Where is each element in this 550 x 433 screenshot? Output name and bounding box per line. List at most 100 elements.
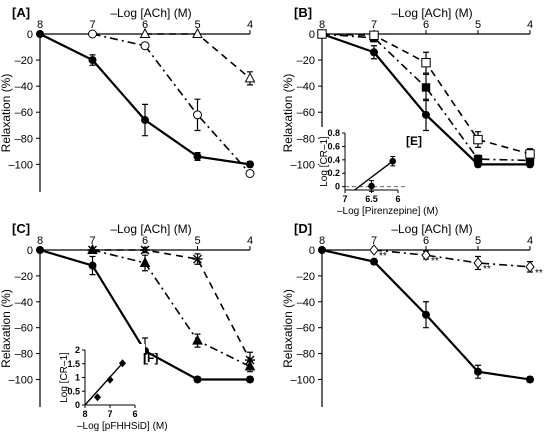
significance-mark: **: [483, 264, 491, 275]
inset-y-tick-label: 0.6: [327, 141, 340, 151]
y-tick-label: –80: [15, 133, 33, 145]
data-point: [422, 110, 430, 119]
y-tick-label: –60: [297, 323, 315, 335]
inset-y-axis-label: Log [CR–1]: [59, 352, 70, 403]
inset-y-tick-label: 0.2: [327, 168, 340, 178]
data-point: [192, 334, 203, 345]
data-point: [87, 245, 98, 255]
data-point: [473, 134, 483, 145]
data-point: [369, 30, 379, 41]
y-tick-label: –40: [15, 81, 33, 93]
series-2: [88, 29, 255, 178]
series-line: [321, 33, 531, 162]
data-point: [421, 83, 431, 92]
y-tick-label: –40: [297, 297, 315, 309]
significance-mark: **: [431, 256, 439, 267]
y-tick-label: 0: [309, 245, 315, 257]
x-tick-label: 6: [423, 235, 429, 247]
inset-fit-line: [84, 362, 124, 406]
panel-label: [B]: [294, 5, 312, 20]
data-point: [421, 249, 431, 261]
inset-data-point: [389, 157, 397, 165]
inset-y-tick-label: 0.4: [327, 155, 340, 165]
inset-x-axis-label: –Log [pFHHSiD] (M): [77, 421, 168, 432]
x-tick-label: 7: [371, 19, 377, 31]
data-point: [193, 152, 202, 161]
inset-y-tick-label: 1.5: [67, 359, 80, 369]
y-tick-label: –20: [15, 271, 33, 283]
data-point: [526, 375, 534, 384]
y-tick-label: –100: [291, 374, 315, 386]
series-3: [139, 27, 256, 86]
x-tick-label: 7: [371, 235, 377, 247]
y-tick-label: –100: [9, 374, 33, 386]
x-tick-label: 7: [89, 235, 95, 247]
x-tick-label: 6: [142, 235, 148, 247]
inset-y-tick-label: 0: [75, 400, 80, 410]
data-point: [473, 154, 483, 164]
y-axis-label: Relaxation (%): [0, 289, 13, 368]
data-point: [370, 257, 378, 266]
data-point: [245, 168, 255, 178]
data-point: [192, 254, 203, 264]
x-tick-label: 4: [247, 235, 253, 247]
x-tick-label: 8: [37, 235, 43, 247]
y-tick-label: –20: [297, 55, 315, 67]
y-tick-label: –60: [15, 323, 33, 335]
inset-y-tick-label: 0.5: [67, 386, 80, 396]
x-tick-label: 6: [423, 19, 429, 31]
y-tick-label: –80: [297, 133, 315, 145]
data-point: [139, 256, 151, 267]
data-point: [140, 41, 150, 51]
y-tick-label: 0: [309, 29, 315, 41]
data-point: [370, 48, 378, 57]
data-point: [193, 110, 202, 120]
x-tick-label: 7: [89, 19, 95, 31]
x-axis-label: –Log [ACh] (M): [391, 6, 472, 20]
inset-y-tick-label: 1: [75, 373, 80, 383]
inset-x-tick-label: 7: [342, 194, 347, 204]
series-line: [145, 33, 251, 79]
data-point: [318, 246, 326, 254]
x-axis-label: –Log [ACh] (M): [110, 6, 191, 20]
inset-y-tick-label: 0: [335, 182, 340, 192]
y-axis-label: Relaxation (%): [281, 289, 295, 368]
inset-y-tick-label: 0.8: [327, 128, 340, 138]
data-point: [317, 29, 327, 39]
inset-label: [E]: [406, 134, 422, 148]
data-point: [245, 355, 255, 365]
y-tick-label: –60: [15, 107, 33, 119]
y-tick-label: –20: [297, 271, 315, 283]
inset-data-point: [368, 182, 375, 190]
x-tick-label: 5: [475, 235, 481, 247]
y-tick-label: –60: [297, 107, 315, 119]
panel-label: [A]: [12, 5, 30, 20]
y-tick-label: –40: [15, 297, 33, 309]
x-tick-label: 8: [319, 235, 325, 247]
data-point: [88, 261, 97, 270]
x-tick-label: 6: [142, 19, 148, 31]
data-point: [88, 29, 97, 39]
series-3: [87, 245, 255, 369]
panel-c: [C] –Log [ACh] (M) 8 7 6 5 4 0 –20 –40 –60 –80 –100 R…: [0, 221, 256, 432]
data-point: [36, 246, 44, 254]
inset-x-axis-label: –Log [Pirenzepine] (M): [337, 206, 438, 217]
data-point: [369, 244, 379, 256]
inset-data-point: [119, 359, 126, 368]
series-2: ** ** ** **: [369, 244, 543, 279]
x-tick-label: 5: [475, 19, 481, 31]
data-point: [422, 310, 430, 319]
data-point: [192, 27, 203, 38]
y-tick-label: 0: [27, 245, 33, 257]
y-axis-label: Relaxation (%): [281, 74, 295, 153]
y-tick-label: –100: [9, 159, 33, 171]
data-point: [525, 261, 535, 273]
series-line: [373, 249, 531, 268]
x-tick-label: 5: [194, 235, 200, 247]
significance-mark: **: [535, 268, 543, 279]
x-tick-label: 8: [37, 19, 43, 31]
data-point: [474, 367, 482, 376]
inset-x-tick-label: 6: [395, 194, 400, 204]
y-axis-label: Relaxation (%): [0, 74, 13, 153]
